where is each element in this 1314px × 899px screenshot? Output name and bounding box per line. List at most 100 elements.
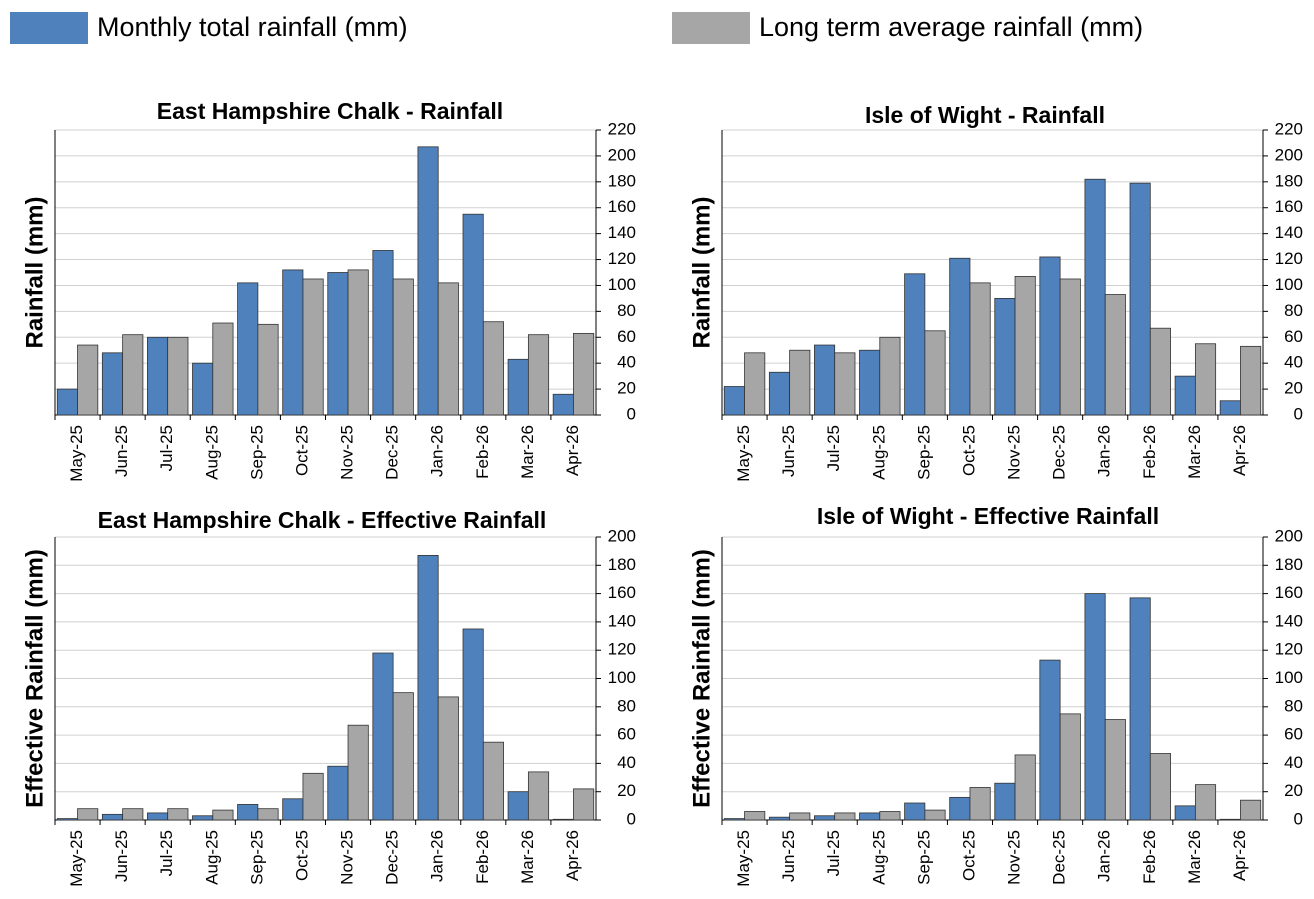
x-tick-label: Jun-25 — [779, 830, 798, 882]
legend-swatch — [672, 12, 750, 44]
x-tick-label: Aug-25 — [202, 425, 221, 480]
bar — [282, 269, 304, 416]
bar — [392, 692, 414, 821]
y-tick-label: 120 — [608, 640, 636, 659]
x-tick-label: Mar-26 — [1185, 830, 1204, 884]
bar — [552, 393, 574, 416]
bar — [814, 815, 836, 821]
y-tick-label: 40 — [1284, 753, 1303, 772]
x-tick-label: Feb-26 — [473, 830, 492, 884]
bar — [879, 811, 901, 821]
bar — [327, 272, 349, 416]
bar — [1240, 345, 1262, 416]
x-tick-label: Jan-26 — [428, 830, 447, 882]
bar — [167, 336, 189, 416]
legend-label: Long term average rainfall (mm) — [759, 12, 1143, 42]
bar — [924, 809, 946, 821]
x-tick-label: Apr-26 — [1230, 425, 1249, 476]
x-tick-label: Feb-26 — [1140, 425, 1159, 479]
x-tick-label: Aug-25 — [869, 830, 888, 885]
y-tick-label: 160 — [1275, 583, 1303, 602]
x-tick-label: Jun-25 — [779, 425, 798, 477]
y-axis-label: Rainfall (mm) — [21, 196, 48, 348]
y-tick-label: 120 — [608, 249, 636, 268]
x-tick-label: Jul-25 — [824, 425, 843, 471]
bar — [122, 808, 144, 821]
y-tick-label: 80 — [617, 696, 636, 715]
x-tick-label: Apr-26 — [563, 425, 582, 476]
bar — [417, 554, 439, 821]
x-tick-label: Jun-25 — [112, 830, 131, 882]
x-tick-label: Sep-25 — [247, 425, 266, 480]
bar — [859, 349, 881, 416]
y-tick-label: 220 — [608, 119, 636, 138]
bar — [437, 282, 459, 416]
bar — [257, 323, 279, 416]
bar — [77, 808, 99, 821]
bar — [789, 349, 811, 416]
y-tick-label: 40 — [1284, 353, 1303, 372]
y-tick-label: 140 — [608, 611, 636, 630]
x-tick-label: May-25 — [67, 425, 86, 482]
bar — [482, 741, 504, 821]
bar — [257, 808, 279, 821]
bar — [1129, 182, 1151, 416]
bar — [1039, 256, 1061, 416]
bar — [768, 371, 791, 416]
bar — [949, 796, 971, 821]
bar — [101, 352, 124, 416]
y-tick-label: 180 — [608, 555, 636, 574]
x-tick-label: Mar-26 — [518, 425, 537, 479]
bar — [924, 330, 946, 416]
y-tick-label: 180 — [608, 171, 636, 190]
x-tick-label: Apr-26 — [1230, 830, 1249, 881]
y-tick-label: 0 — [1294, 404, 1303, 423]
x-tick-label: May-25 — [734, 425, 753, 482]
bar — [462, 628, 484, 821]
y-tick-label: 80 — [1284, 301, 1303, 320]
x-tick-label: Jul-25 — [824, 830, 843, 876]
y-tick-label: 60 — [617, 725, 636, 744]
x-tick-label: Mar-26 — [518, 830, 537, 884]
x-tick-label: Mar-26 — [1185, 425, 1204, 479]
bar — [723, 386, 745, 416]
x-tick-label: Sep-25 — [247, 830, 266, 885]
x-tick-label: Nov-25 — [338, 425, 357, 480]
x-tick-label: Feb-26 — [473, 425, 492, 479]
bar — [192, 815, 214, 821]
bar — [1059, 278, 1081, 416]
bar — [994, 298, 1016, 416]
bar — [723, 818, 745, 821]
bar — [417, 146, 439, 416]
bar — [507, 791, 529, 821]
y-tick-label: 160 — [608, 583, 636, 602]
bar — [859, 812, 881, 821]
x-tick-label: May-25 — [734, 830, 753, 887]
chart-title: East Hampshire Chalk - Rainfall — [157, 98, 503, 124]
x-tick-label: Aug-25 — [202, 830, 221, 885]
bar — [77, 344, 99, 416]
bar — [1104, 719, 1126, 821]
y-tick-label: 120 — [1275, 640, 1303, 659]
bar — [814, 344, 836, 416]
bar — [1084, 178, 1106, 416]
bar — [327, 765, 349, 821]
x-tick-label: Sep-25 — [914, 425, 933, 480]
bar — [744, 352, 766, 416]
y-tick-label: 60 — [617, 327, 636, 346]
y-tick-label: 220 — [1275, 119, 1303, 138]
chart-title: Isle of Wight - Rainfall — [865, 102, 1105, 128]
y-tick-label: 0 — [1294, 809, 1303, 828]
y-tick-label: 180 — [1275, 171, 1303, 190]
bar — [372, 250, 394, 416]
bar — [56, 388, 78, 416]
bar — [347, 269, 369, 416]
bar — [573, 788, 595, 821]
bar — [122, 334, 144, 416]
bar — [147, 812, 169, 821]
x-tick-label: Jul-25 — [157, 830, 176, 876]
bar — [573, 332, 595, 416]
x-tick-label: Jan-26 — [428, 425, 447, 477]
y-tick-label: 0 — [627, 404, 636, 423]
x-tick-label: Nov-25 — [1005, 425, 1024, 480]
